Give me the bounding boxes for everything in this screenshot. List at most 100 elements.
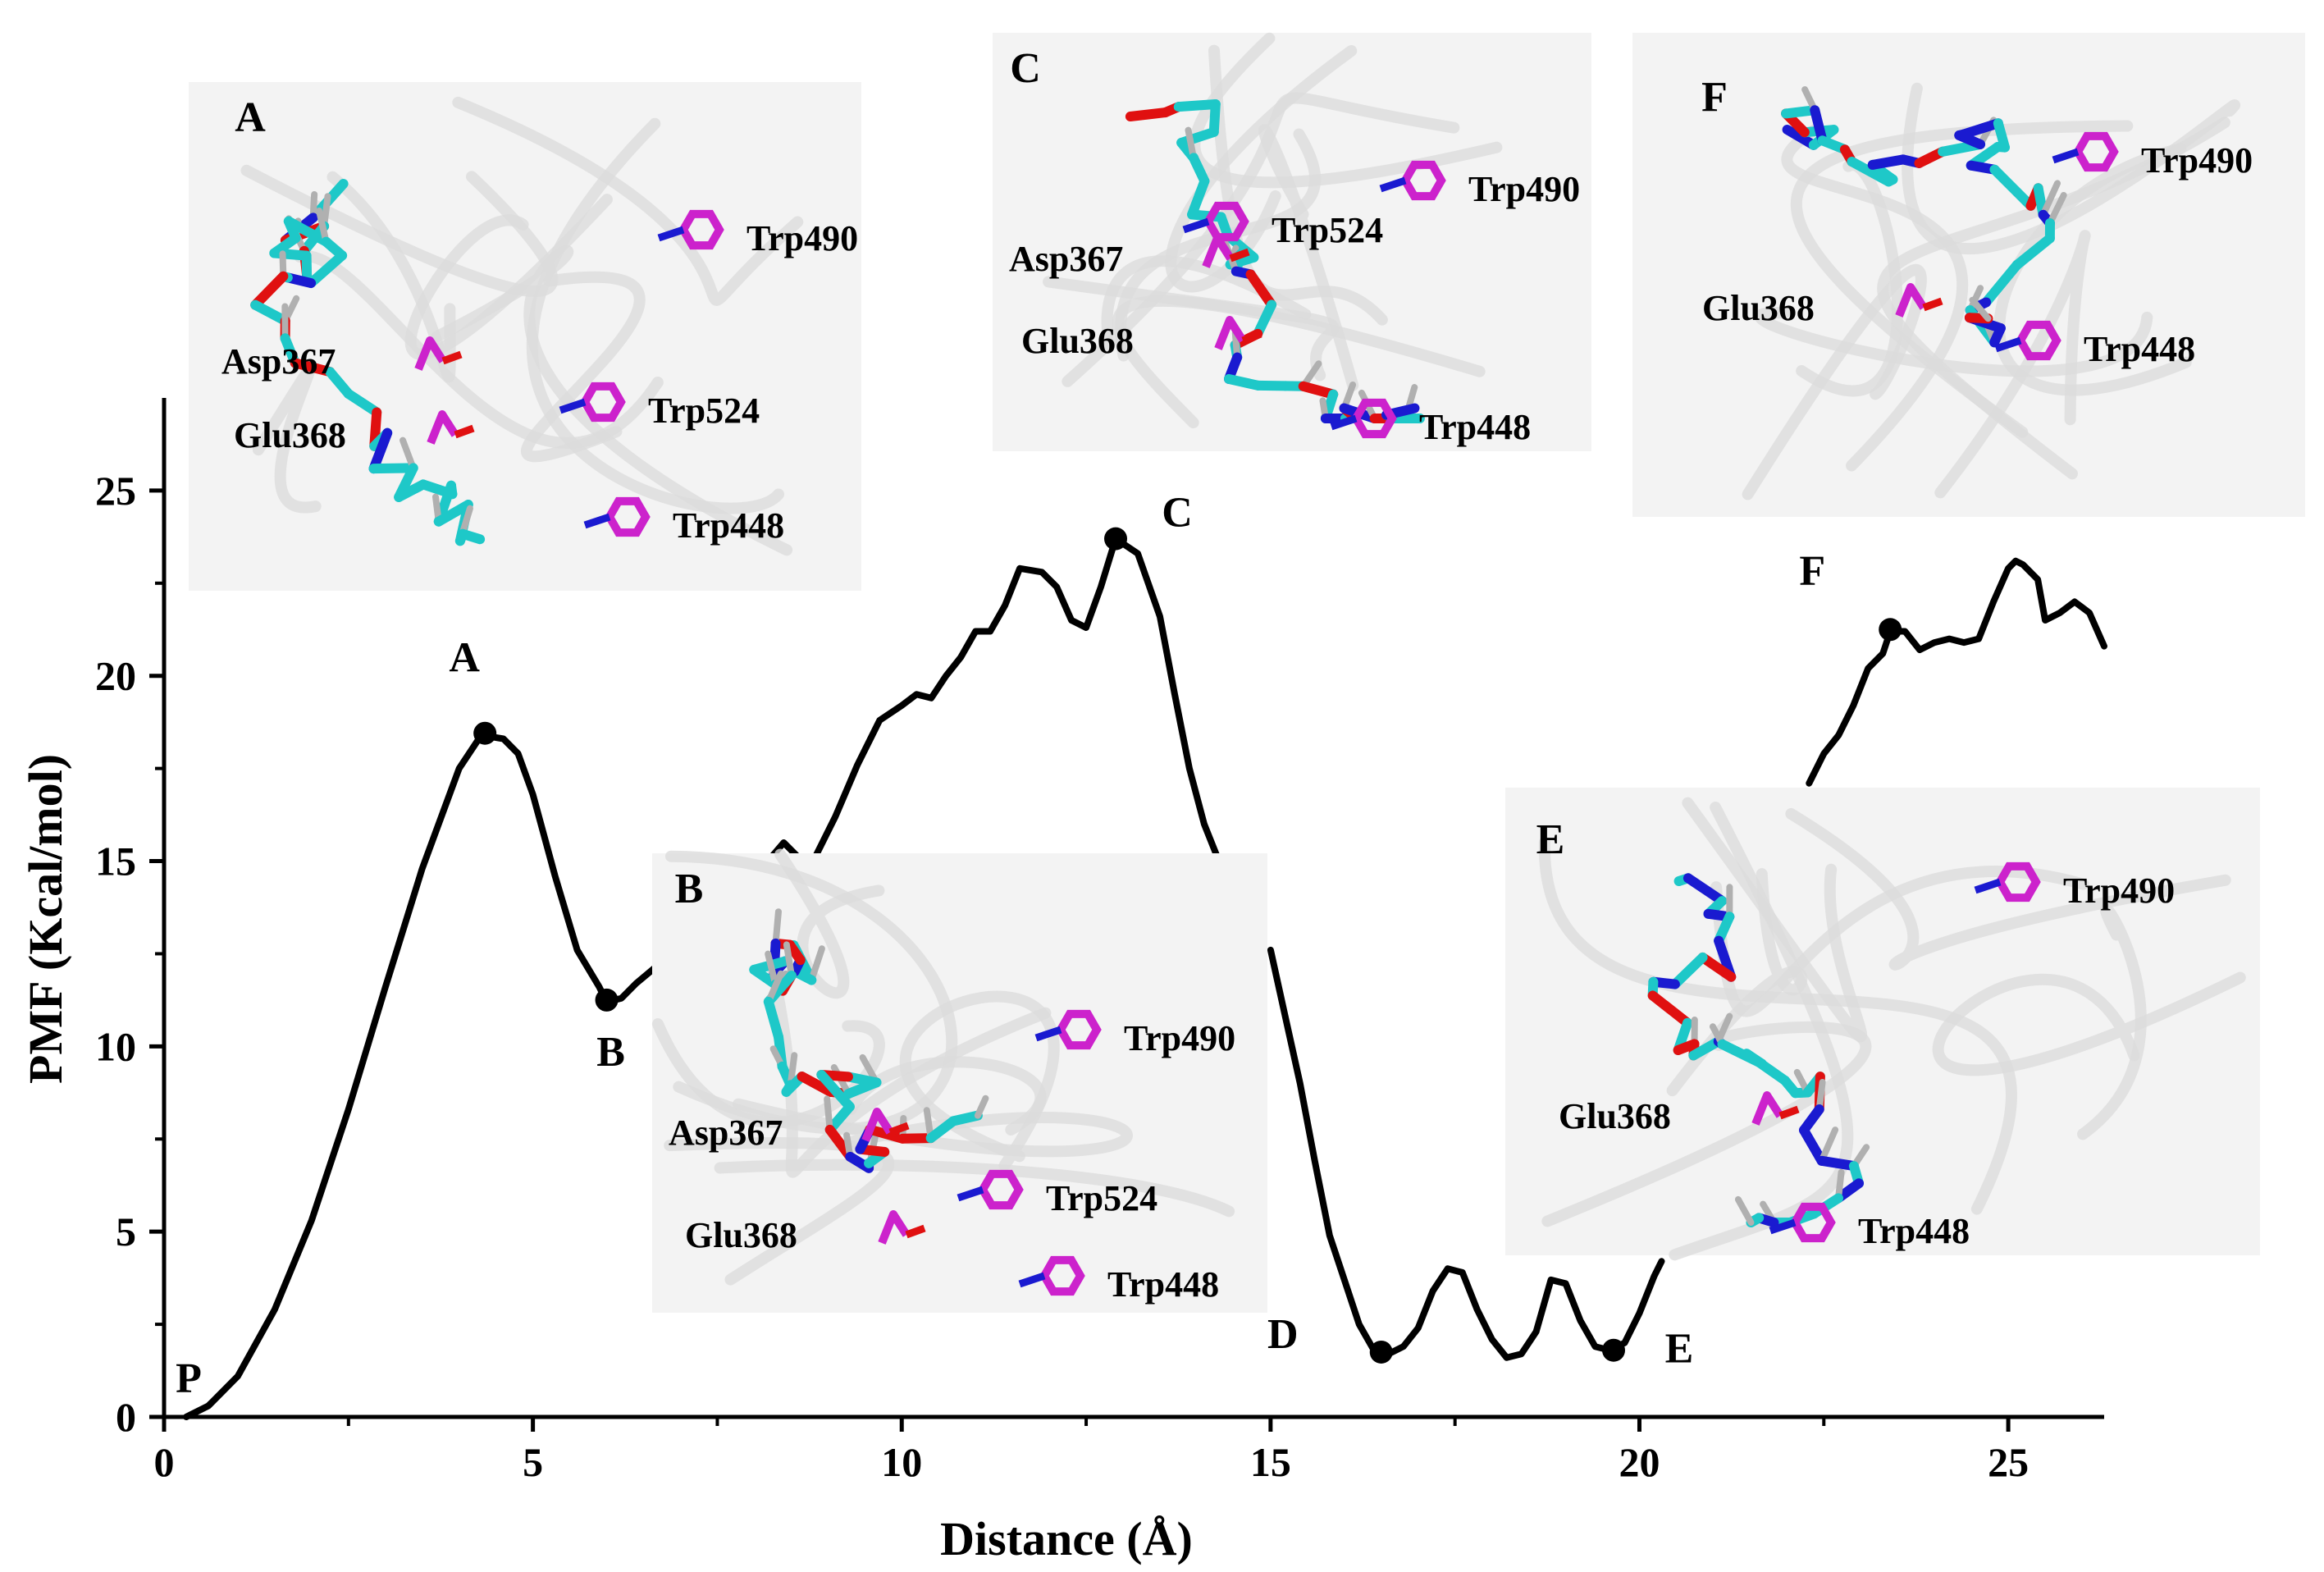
protein-ribbon: [2077, 903, 2147, 1140]
x-tick-label: 20: [1619, 1439, 1660, 1485]
carboxylate-sidechain: [861, 1108, 894, 1142]
residue-label: Trp524: [648, 391, 760, 431]
point-label-d: D: [1267, 1311, 1299, 1358]
ligand-bond: [1298, 381, 1339, 400]
inset-a: Trp490 Asp367 Trp524 Glu368 Trp448 A: [189, 82, 861, 591]
protein-ribbon: [774, 848, 885, 999]
residue-label: Trp524: [1046, 1178, 1157, 1218]
protein-ribbon: [1993, 143, 2192, 396]
residue-nitrogen: [1379, 176, 1407, 193]
x-tick-label: 25: [1988, 1439, 2029, 1485]
protein-ribbon: [1208, 44, 1388, 326]
ligand-bond: [2011, 233, 2055, 271]
ligand-bond: [1253, 299, 1277, 339]
residue-label: Trp490: [747, 218, 858, 258]
residue-label: Glu368: [1021, 321, 1134, 361]
residue-label: Asp367: [1009, 239, 1123, 279]
residue-nitrogen: [1994, 336, 2022, 353]
carboxylate-sidechain: [1202, 234, 1235, 268]
ligand-bond: [1683, 873, 1728, 907]
ligand-hydrogen: [824, 1095, 833, 1133]
residue-nitrogen: [1018, 1272, 1046, 1288]
protein-ribbon: [1934, 230, 2091, 499]
protein-ribbon: [404, 194, 613, 360]
residue-oxygen: [1241, 330, 1262, 345]
ligand-hydrogen: [400, 436, 417, 472]
ligand-bond: [1867, 154, 1908, 170]
residue-oxygen: [441, 350, 463, 365]
residue-oxygen: [454, 424, 475, 439]
ligand-bond: [368, 427, 393, 474]
carboxylate-sidechain: [1895, 283, 1928, 318]
point-label-c: C: [1162, 490, 1193, 537]
residue-nitrogen: [2052, 148, 2080, 164]
ligand-hydrogen: [772, 908, 782, 947]
residue-nitrogen: [559, 398, 587, 414]
inset-letter: E: [1536, 816, 1565, 863]
point-label-p: P: [176, 1355, 202, 1402]
ligand-bond: [283, 216, 331, 247]
point-marker-c: [1104, 527, 1128, 551]
ligand-hydrogen: [787, 1052, 798, 1089]
residue-label: Trp448: [1419, 407, 1531, 447]
ligand-bond: [797, 1071, 836, 1097]
pmf-line-segment: [736, 535, 1222, 876]
inset-c: Trp490 Trp524 Asp367 Glu368 Trp448 C: [993, 32, 1591, 451]
point-marker-f: [1879, 618, 1902, 642]
protein-ribbon: [1902, 82, 2241, 255]
carboxylate-sidechain: [1214, 316, 1247, 350]
residue-nitrogen: [957, 1186, 984, 1202]
tryptophan-ring: [1039, 1255, 1085, 1296]
inset-letter: A: [235, 94, 266, 141]
residue-label: Asp367: [669, 1113, 783, 1153]
y-tick-label: 25: [95, 468, 136, 514]
residue-label: Glu368: [234, 415, 346, 455]
ligand-bond: [763, 996, 784, 1043]
residue-nitrogen: [1330, 414, 1358, 431]
protein-ribbon: [1043, 276, 1340, 382]
ligand-bond: [1810, 105, 1828, 146]
protein-ribbon: [1932, 971, 2246, 1076]
inset-e: Trp490 Glu368 Trp448 E: [1505, 788, 2260, 1261]
carboxylate-sidechain: [878, 1210, 911, 1245]
ligand-bond: [458, 528, 486, 545]
protein-ribbon: [1754, 307, 2153, 377]
protein-ribbon: [1796, 159, 1903, 397]
inset-letter: F: [1701, 74, 1728, 121]
inset-background: [1632, 33, 2305, 517]
ligand-bond: [948, 1110, 983, 1126]
ligand-bond: [306, 250, 348, 289]
residue-oxygen: [905, 1224, 926, 1239]
residue-label: Trp524: [1272, 210, 1383, 250]
ligand-hydrogen: [783, 941, 795, 979]
ligand-bond: [250, 271, 289, 310]
ligand-hydrogen: [2046, 191, 2067, 227]
point-label-e: E: [1665, 1326, 1694, 1373]
y-tick-label: 20: [95, 653, 136, 699]
protein-ribbon: [252, 364, 322, 514]
residue-label: Glu368: [685, 1215, 797, 1255]
inset-b: Trp490 Asp367 Trp524 Glu368 Trp448 B: [651, 848, 1267, 1313]
ligand-bond: [250, 299, 290, 327]
residue-label: Trp448: [1107, 1264, 1219, 1305]
residue-nitrogen: [657, 226, 685, 242]
pmf-line-segment: [183, 732, 662, 1420]
ligand-bond: [824, 1101, 855, 1135]
residue-label: Trp490: [1468, 169, 1580, 209]
inset-letter: C: [1010, 45, 1041, 92]
ligand-bond: [1173, 98, 1221, 112]
residue-nitrogen: [1034, 1026, 1062, 1042]
ligand-hydrogen: [316, 208, 330, 245]
point-marker-a: [473, 721, 497, 745]
protein-ribbon: [1710, 866, 2089, 1017]
ligand-hydrogen: [765, 950, 779, 988]
residue-label: Trp490: [2141, 140, 2253, 181]
residue-nitrogen: [1182, 217, 1210, 234]
inset-letter: B: [675, 866, 704, 912]
residue-label: Asp367: [221, 341, 336, 382]
ligand-bond: [1989, 164, 2036, 211]
residue-label: Trp448: [673, 505, 784, 546]
ligand-bond: [865, 1124, 908, 1144]
ligand-bond: [1958, 118, 2003, 139]
